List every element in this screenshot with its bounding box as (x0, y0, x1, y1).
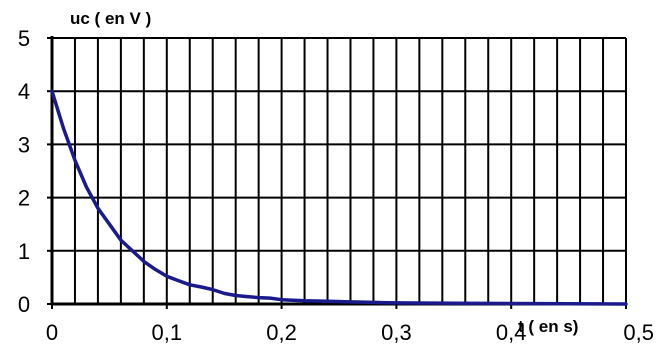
y-tick-label: 3 (18, 132, 30, 157)
series-line (50, 89, 628, 306)
chart-tick-labels: 0 1 2 3 4 5 0 0,1 0,2 0,3 0,4 0,5 (18, 26, 654, 345)
chart-grid (52, 37, 627, 304)
y-tick-label: 2 (18, 186, 30, 211)
x-tick-label: 0,4 (496, 320, 527, 345)
y-axis-label: uc ( en V ) (70, 9, 151, 28)
x-tick-label: 0,5 (623, 320, 654, 345)
y-tick-label: 1 (18, 239, 30, 264)
x-axis-label: t ( en s) (518, 317, 578, 336)
x-tick-label: 0 (46, 320, 58, 345)
chart-series (50, 89, 628, 306)
chart-axes (47, 36, 627, 309)
y-tick-label: 4 (18, 79, 30, 104)
x-tick-label: 0,3 (381, 320, 412, 345)
x-tick-label: 0,1 (152, 320, 183, 345)
y-tick-label: 5 (18, 26, 30, 51)
x-tick-label: 0,2 (266, 320, 297, 345)
y-tick-label: 0 (18, 292, 30, 317)
